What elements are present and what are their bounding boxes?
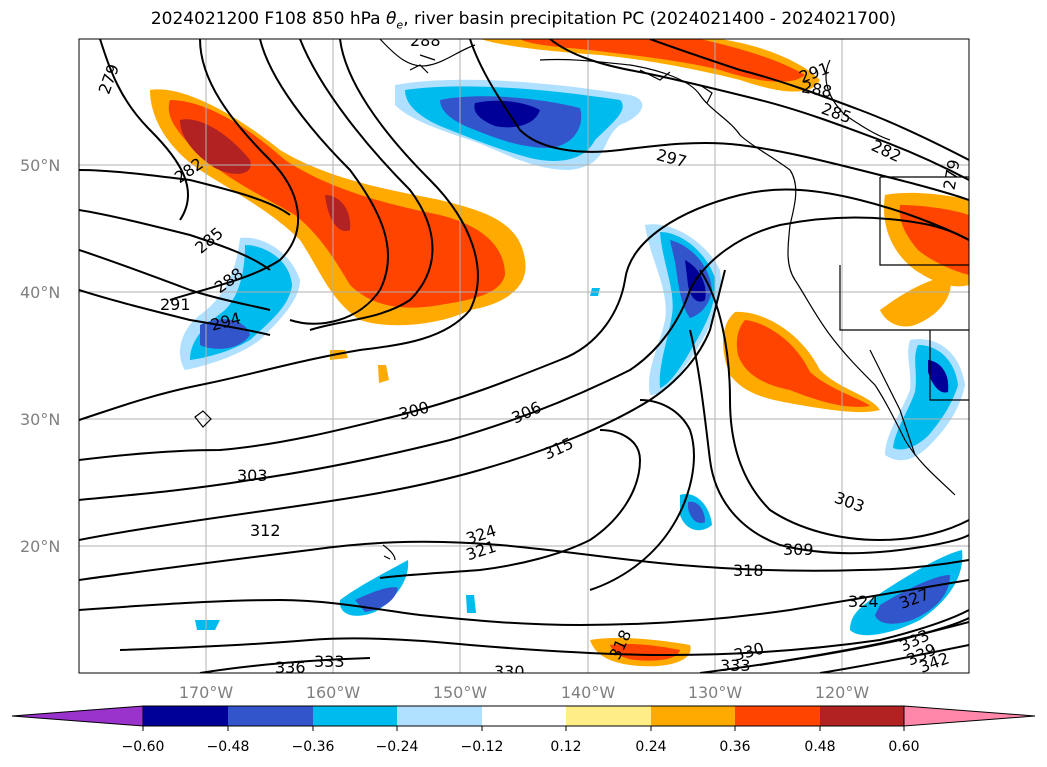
- lon-label-130w: 130°W: [688, 683, 743, 702]
- longitude-labels: 170°W 160°W 150°W 140°W 130°W 120°W: [179, 683, 870, 702]
- colorbar-frame: [142, 705, 905, 727]
- colorbar-tick-label: 0.60: [888, 739, 919, 755]
- title-prefix: 2024021200 F108 850 hPa: [150, 9, 386, 29]
- colorbar-extend-right: [903, 705, 1036, 727]
- negative-anomaly-west-max: [200, 319, 250, 349]
- positive-anomaly-plume-max: [180, 119, 251, 174]
- map-title: 2024021200 F108 850 hPa θe, river basin …: [0, 9, 1047, 31]
- positive-anomaly-subtropical-core: [610, 643, 680, 661]
- colorbar-segment: [143, 706, 228, 726]
- lon-label-140w: 140°W: [561, 683, 616, 702]
- colorbar-segment: [482, 706, 566, 726]
- colorbar-tick-label: 0.48: [804, 739, 835, 755]
- shading-layer: [150, 39, 969, 667]
- colorbar-tick-label: 0.12: [550, 739, 581, 755]
- contour-label: 324: [848, 592, 879, 611]
- lon-label-150w: 150°W: [433, 683, 488, 702]
- coastlines: [194, 39, 969, 561]
- contour-label: 291: [160, 295, 191, 314]
- colorbar-segment: [566, 706, 651, 726]
- title-subscript: e: [396, 18, 404, 32]
- positive-anomaly-alaska-core: [520, 39, 805, 82]
- colorbar: −0.60 −0.48 −0.36 −0.24 −0.12 0.12 0.24 …: [11, 705, 1036, 755]
- contour-label: 309: [783, 540, 814, 559]
- colorbar-tick-label: −0.24: [376, 739, 419, 755]
- contour-label: 330: [494, 662, 525, 681]
- lat-label-50n: 50°N: [20, 156, 60, 175]
- positive-anomaly-california-core: [736, 320, 870, 407]
- colorbar-segment: [397, 706, 482, 726]
- latitude-labels: 50°N 40°N 30°N 20°N: [20, 156, 60, 556]
- colorbar-tick-label: 0.24: [635, 739, 666, 755]
- contour-label: 336: [275, 658, 306, 677]
- colorbar-extend-left: [11, 705, 144, 727]
- colorbar-segment: [735, 706, 820, 726]
- lon-label-120w: 120°W: [815, 683, 870, 702]
- colorbar-tick-label: −0.48: [207, 739, 250, 755]
- lat-label-40n: 40°N: [20, 283, 60, 302]
- negative-anomaly-gulf-max: [474, 100, 540, 128]
- lat-label-30n: 30°N: [20, 410, 60, 429]
- negative-anomaly-speck-2: [466, 595, 476, 613]
- map-panel: 279 288 282 285 288 291 294 300 306 315 …: [79, 31, 969, 681]
- contour-label: 303: [237, 466, 268, 485]
- contour-label: 318: [733, 561, 764, 580]
- colorbar-segment: [228, 706, 313, 726]
- lon-label-160w: 160°W: [306, 683, 361, 702]
- negative-anomaly-tropic-mid-core: [355, 587, 398, 612]
- colorbar-tick-label: 0.36: [719, 739, 750, 755]
- lat-label-20n: 20°N: [20, 537, 60, 556]
- negative-anomaly-tropic-small-core: [688, 501, 705, 524]
- theta-e-contours: [79, 39, 969, 673]
- contour-label: 333: [314, 652, 345, 671]
- colorbar-tick-label: −0.60: [122, 739, 165, 755]
- positive-anomaly-speck-2: [378, 365, 389, 383]
- colorbar-segment: [313, 706, 397, 726]
- colorbar-ticks: [142, 726, 905, 731]
- title-suffix: , river basin precipitation PC (20240214…: [403, 9, 897, 29]
- contour-label: 312: [250, 521, 281, 540]
- colorbar-segment: [651, 706, 735, 726]
- colorbar-tick-label: −0.12: [461, 739, 504, 755]
- positive-anomaly-small-max: [325, 195, 351, 232]
- title-theta: θ: [386, 9, 397, 29]
- map-frame: [78, 38, 970, 674]
- negative-anomaly-baja-max: [928, 360, 949, 393]
- colorbar-tick-label: −0.36: [292, 739, 335, 755]
- lon-label-170w: 170°W: [179, 683, 234, 702]
- contour-label: 333: [720, 656, 751, 675]
- colorbar-segment: [820, 706, 904, 726]
- contour-label: 288: [410, 31, 441, 50]
- negative-anomaly-speck-1: [195, 620, 220, 630]
- positive-anomaly-interior-south: [880, 275, 951, 327]
